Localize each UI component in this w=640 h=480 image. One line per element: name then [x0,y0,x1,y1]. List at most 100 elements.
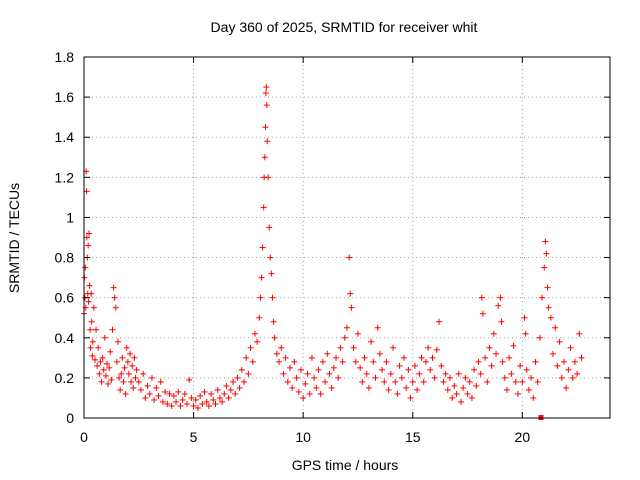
data-point [541,264,548,271]
data-point [322,378,329,385]
data-point [447,374,454,381]
data-point [569,374,576,381]
data-point [554,362,561,369]
data-point [293,374,300,381]
data-point [473,382,480,389]
data-point [376,350,383,357]
data-point [341,334,348,341]
data-point [104,360,111,367]
data-point [460,384,467,391]
data-point [490,330,497,337]
data-point [245,370,252,377]
data-point [129,362,136,369]
data-point [442,370,449,377]
data-point [536,334,543,341]
data-point [295,388,302,395]
data-point [547,314,554,321]
data-point [420,378,427,385]
data-point [372,374,379,381]
data-point [188,394,195,401]
data-point [326,370,333,377]
data-point [495,302,502,309]
data-point [333,354,340,361]
data-point [186,376,193,383]
data-point [508,370,515,377]
data-point [306,390,313,397]
data-point [398,374,405,381]
data-point [339,358,346,365]
data-point [346,254,353,261]
data-point [137,386,144,393]
data-point [197,392,204,399]
data-point [550,350,557,357]
data-point [121,364,128,371]
data-point [263,102,270,109]
y-tick-label: 1.2 [55,169,75,185]
data-point [153,384,160,391]
data-point [578,354,585,361]
data-point [190,402,197,409]
data-point [266,224,273,231]
data-point [486,344,493,351]
y-tick-label: 0 [66,410,74,426]
y-tick-label: 0.6 [55,290,75,306]
data-point [477,370,484,377]
data-point [499,358,506,365]
data-point [530,394,537,401]
data-point [563,384,570,391]
data-point [365,384,372,391]
data-point [556,338,563,345]
data-point [247,344,254,351]
data-point [363,370,370,377]
data-point [99,354,106,361]
data-point [221,390,228,397]
data-point [560,358,567,365]
data-point [525,386,532,393]
data-point [418,354,425,361]
data-point [203,398,210,405]
data-point [479,310,486,317]
data-point [118,370,125,377]
data-point [116,374,123,381]
data-point [97,358,104,365]
data-point [125,370,132,377]
data-point [429,354,436,361]
data-point [93,326,100,333]
data-point [565,366,572,373]
data-point [392,378,399,385]
data-point [214,386,221,393]
data-point [259,244,266,251]
data-point [98,378,105,385]
data-point [359,378,366,385]
data-point [90,304,97,311]
data-point [199,400,206,407]
data-point [542,238,549,245]
data-point [225,394,232,401]
data-point [234,374,241,381]
data-point [144,382,151,389]
data-point [88,318,95,325]
data-point [117,386,124,393]
data-point [396,362,403,369]
data-point [409,378,416,385]
data-point [433,346,440,353]
data-point [127,350,134,357]
data-point [385,386,392,393]
data-point [514,390,521,397]
data-point [319,358,326,365]
data-point [135,378,142,385]
data-point [122,390,129,397]
data-point [91,356,98,363]
data-point [106,364,113,371]
data-point [102,372,109,379]
data-point [230,378,237,385]
data-point [111,294,118,301]
data-point [238,366,245,373]
data-point [276,358,283,365]
data-point [350,344,357,351]
data-point [328,384,335,391]
data-point [227,386,234,393]
data-point [552,324,559,331]
data-point [287,364,294,371]
data-point [519,378,526,385]
